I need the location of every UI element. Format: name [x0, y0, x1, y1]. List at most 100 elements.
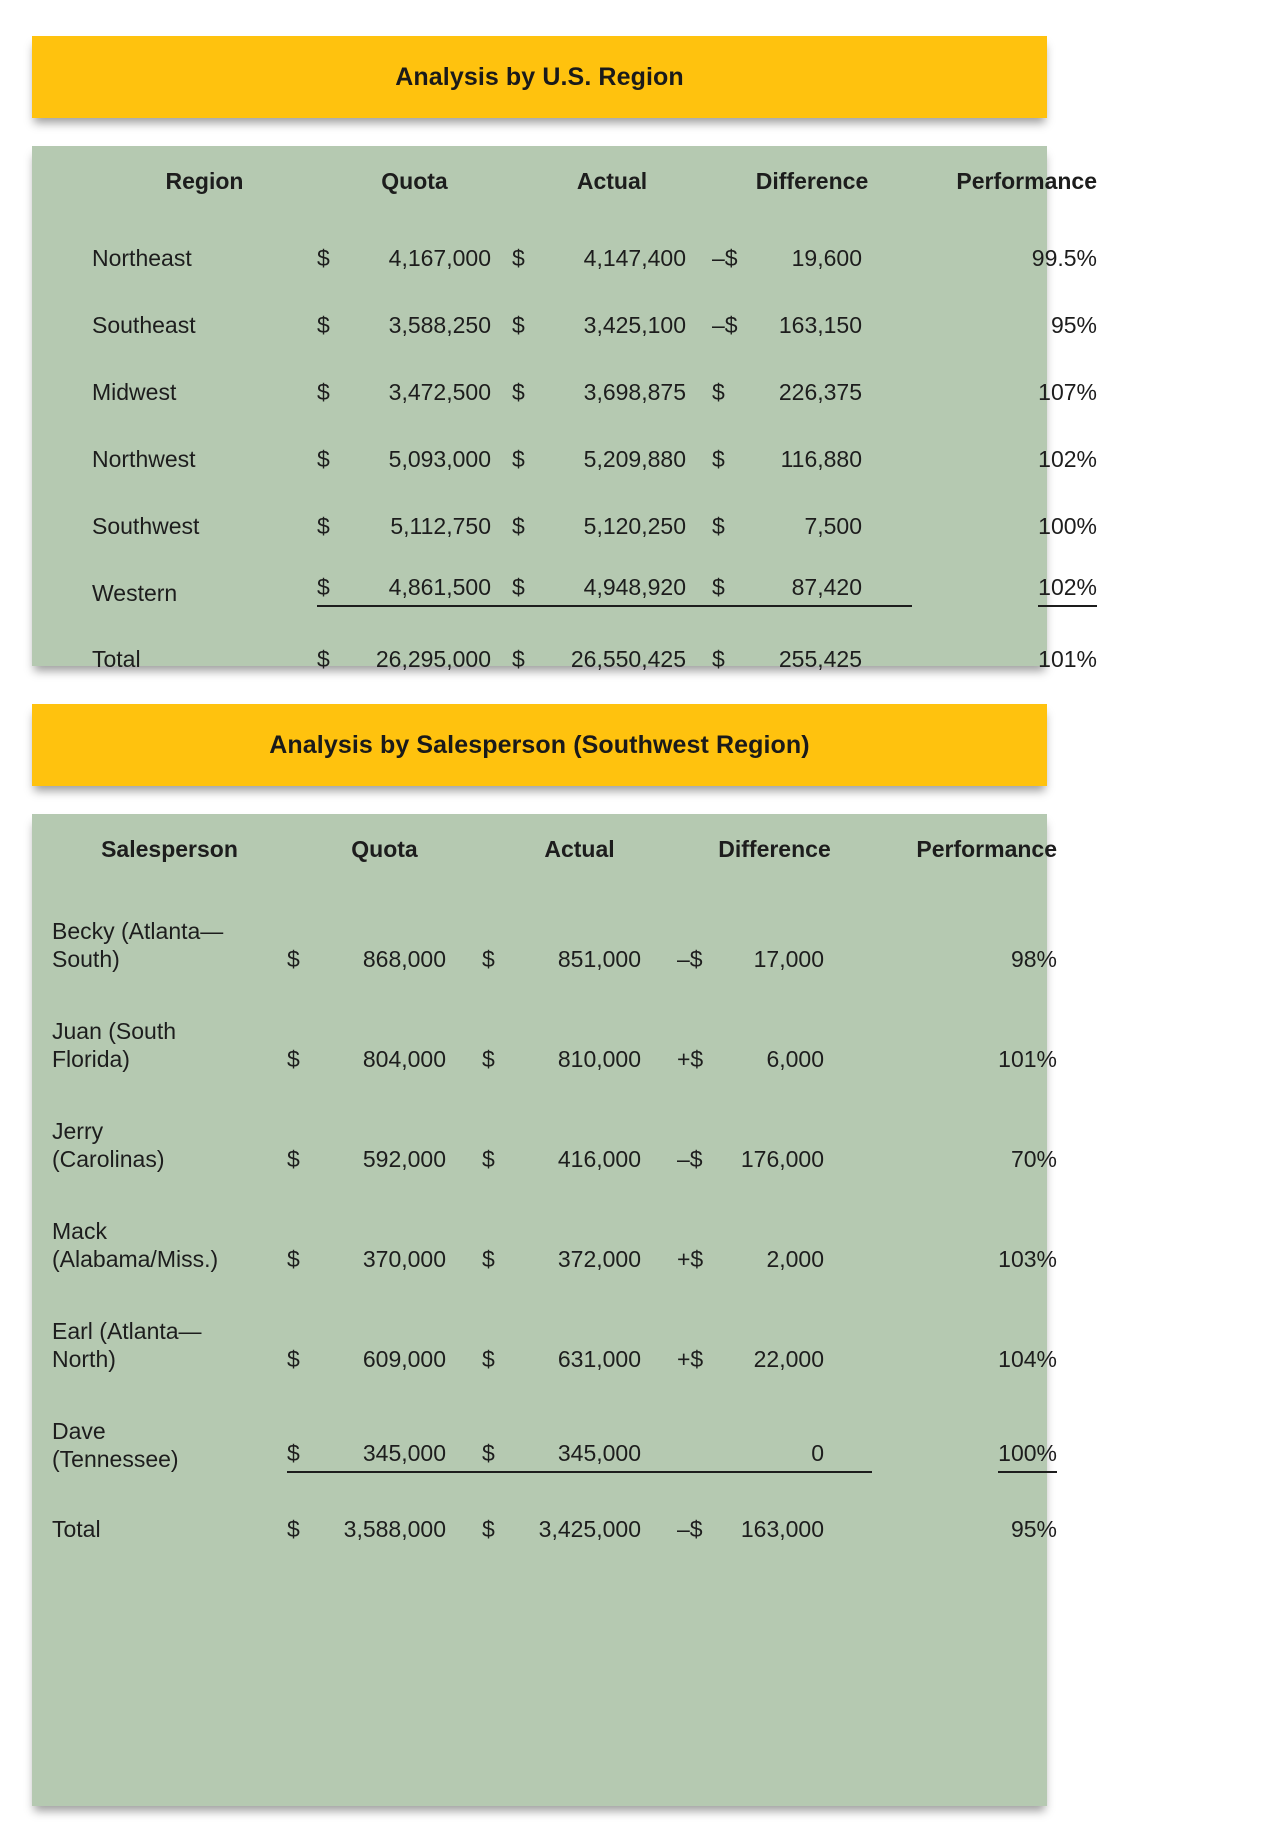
money-value: $810,000 — [482, 1046, 641, 1073]
performance-value: 70% — [1010, 1146, 1057, 1172]
money-value: $87,420 — [712, 574, 912, 607]
actual-cell: $4,147,400 — [512, 205, 712, 272]
money-value: –$ 163,150 — [712, 312, 862, 339]
performance-value: 95% — [1010, 1516, 1057, 1542]
money-value: $26,550,425 — [512, 646, 686, 673]
performance-cell: 101% — [872, 973, 1057, 1073]
currency-symbol: $ — [317, 513, 330, 539]
salesperson-col-quota: Quota — [351, 836, 418, 862]
currency-symbol: $ — [512, 446, 525, 472]
performance-cell: 103% — [872, 1173, 1057, 1273]
actual-cell: $810,000 — [482, 973, 677, 1073]
amount-value: 345,000 — [362, 1440, 446, 1466]
region-banner: Analysis by U.S. Region — [32, 36, 1047, 118]
currency-symbol: $ — [712, 446, 725, 472]
money-value: $804,000 — [287, 1046, 446, 1073]
currency-symbol: $ — [512, 513, 525, 539]
salesperson-col-actual: Actual — [544, 836, 615, 862]
amount-value: 0 — [811, 1440, 824, 1466]
amount-value: 345,000 — [557, 1440, 641, 1466]
amount-value: 17,000 — [753, 946, 824, 972]
performance-cell: 95% — [912, 272, 1097, 339]
currency-symbol: $ — [287, 1246, 300, 1272]
difference-cell: +$ 2,000 — [677, 1173, 872, 1273]
money-value: $372,000 — [482, 1246, 641, 1273]
performance-value: 102% — [1038, 446, 1097, 472]
difference-cell: –$ 19,600 — [712, 205, 912, 272]
region-col-region: Region — [165, 168, 244, 194]
amount-value: 609,000 — [362, 1346, 446, 1372]
money-value: $345,000 — [482, 1440, 677, 1473]
currency-symbol: $ — [482, 946, 495, 972]
salesperson-name-line1: Earl (Atlanta— — [52, 1317, 202, 1344]
amount-value: 3,472,500 — [388, 379, 491, 405]
table-row: Juan (South Florida) $804,000 $810,000 +$ 6,0… — [52, 973, 1057, 1073]
amount-value: 5,112,750 — [390, 513, 491, 539]
salesperson-table-card: Salesperson Quota Actual Difference Perf… — [32, 814, 1057, 1806]
amount-value: 2,000 — [766, 1246, 824, 1272]
salesperson-table-header-row: Salesperson Quota Actual Difference Perf… — [52, 836, 1057, 873]
money-value: $4,147,400 — [512, 245, 686, 272]
currency-symbol: $ — [287, 1146, 300, 1172]
actual-cell: $5,120,250 — [512, 473, 712, 540]
salesperson-name-line1: Becky (Atlanta— — [52, 917, 224, 944]
amount-value: 3,698,875 — [583, 379, 686, 405]
region-table-header-row: Region Quota Actual Difference Performan… — [92, 168, 1097, 205]
amount-value: 631,000 — [557, 1346, 641, 1372]
performance-value: 104% — [998, 1346, 1057, 1372]
amount-value: 810,000 — [557, 1046, 641, 1072]
salesperson-banner-title: Analysis by Salesperson (Southwest Regio… — [269, 730, 810, 759]
quota-cell: $804,000 — [287, 973, 482, 1073]
amount-value: 163,150 — [778, 312, 862, 338]
salesperson-table-body: Becky (Atlanta— South) $868,000 $851,000 –$ 1… — [52, 873, 1057, 1543]
difference-cell: $226,375 — [712, 339, 912, 406]
currency-symbol: $ — [287, 1440, 300, 1466]
table-row: Western $4,861,500 $4,948,920 $87,420 102% — [92, 540, 1097, 607]
currency-symbol: $ — [712, 574, 725, 600]
currency-symbol: $ — [317, 312, 330, 338]
salesperson-banner: Analysis by Salesperson (Southwest Regio… — [32, 704, 1047, 786]
performance-value: 95% — [1050, 312, 1097, 338]
money-value: +$ 6,000 — [677, 1046, 824, 1073]
region-col-actual: Actual — [576, 168, 648, 194]
money-value: –$ 176,000 — [677, 1146, 824, 1173]
money-value: $370,000 — [287, 1246, 446, 1273]
region-name: Western — [92, 579, 178, 606]
actual-cell: $3,698,875 — [512, 339, 712, 406]
difference-cell: +$ 22,000 — [677, 1273, 872, 1373]
money-value: $3,588,250 — [317, 312, 491, 339]
actual-cell: $345,000 — [482, 1373, 677, 1473]
table-row: Southwest $5,112,750 $5,120,250 $7,500 100% — [92, 473, 1097, 540]
currency-symbol: $ — [317, 646, 330, 672]
money-value: +$ 2,000 — [677, 1246, 824, 1273]
performance-value: 103% — [998, 1246, 1057, 1272]
quota-cell: $370,000 — [287, 1173, 482, 1273]
salesperson-name: Becky (Atlanta— South) — [52, 873, 287, 973]
region-table: Region Quota Actual Difference Performan… — [92, 168, 1097, 673]
actual-cell: $4,948,920 — [512, 540, 712, 607]
money-value: –$ 17,000 — [677, 946, 824, 973]
currency-symbol: $ — [482, 1146, 495, 1172]
amount-value: 26,550,425 — [570, 646, 686, 672]
currency-symbol: +$ — [677, 1046, 704, 1072]
quota-cell: $3,588,000 — [287, 1473, 482, 1543]
money-value: –$ 163,000 — [677, 1516, 824, 1543]
quota-cell: $4,167,000 — [317, 205, 512, 272]
salesperson-name-line2: (Tennessee) — [52, 1445, 179, 1472]
amount-value: 372,000 — [557, 1246, 641, 1272]
actual-cell: $5,209,880 — [512, 406, 712, 473]
money-value: $345,000 — [287, 1440, 482, 1473]
region-table-body: Northeast $4,167,000 $4,147,400 –$ 19,600 99.… — [92, 205, 1097, 673]
difference-cell: $7,500 — [712, 473, 912, 540]
currency-symbol: $ — [482, 1246, 495, 1272]
quota-cell: $345,000 — [287, 1373, 482, 1473]
performance-cell: 107% — [912, 339, 1097, 406]
salesperson-name: Earl (Atlanta— North) — [52, 1273, 287, 1373]
money-value: $592,000 — [287, 1146, 446, 1173]
amount-value: 7,500 — [804, 513, 862, 539]
region-col-quota: Quota — [381, 168, 448, 194]
amount-value: 255,425 — [778, 646, 862, 672]
region-name: Southwest — [92, 512, 200, 539]
performance-cell: 101% — [912, 607, 1097, 673]
money-value: $3,588,000 — [287, 1516, 446, 1543]
